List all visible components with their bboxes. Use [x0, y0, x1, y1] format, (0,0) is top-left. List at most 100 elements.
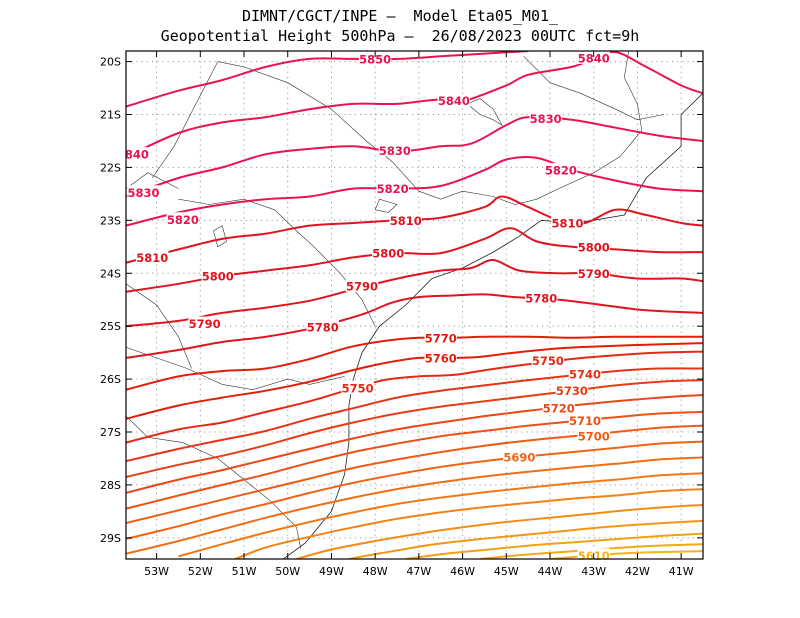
lake-outline: [374, 198, 398, 213]
contour-label: 5790: [346, 279, 378, 293]
x-tick-label: 45W: [494, 565, 519, 578]
contour-5740: [126, 367, 703, 463]
y-tick-label: 28S: [100, 479, 121, 492]
y-tick-label: 25S: [100, 320, 121, 333]
contour-lines: [126, 51, 703, 559]
contour-label: 5780: [525, 292, 557, 306]
contour-label-bg: [389, 213, 422, 227]
contour-5780: [126, 293, 703, 359]
contour-label: 5800: [202, 269, 234, 283]
contour-5650: [296, 504, 703, 559]
plot-frame: [125, 50, 704, 560]
contour-5770: [126, 335, 703, 391]
x-tick-label: 41W: [669, 565, 694, 578]
contour-label: 5690: [503, 450, 535, 464]
x-tick-label: 50W: [275, 565, 300, 578]
contour-label-bg: [568, 413, 602, 427]
contour-label-bg: [424, 350, 457, 364]
coastline: [283, 93, 703, 559]
chart-title-line2: Geopotential Height 500hPa – 26/08/2023 …: [160, 27, 640, 45]
contour-label-bg: [378, 143, 412, 157]
y-tick-label: 22S: [100, 161, 121, 174]
contour-label: 5750: [532, 354, 564, 368]
lake-outline: [213, 225, 227, 248]
x-tick-label: 53W: [144, 565, 169, 578]
x-tick-label: 43W: [581, 565, 606, 578]
contour-label: 5850: [359, 52, 391, 66]
x-tick-label: 46W: [450, 565, 475, 578]
state-border: [178, 198, 376, 327]
contour-label: 5810: [136, 251, 168, 265]
contour-label-bg: [372, 246, 405, 260]
x-tick-label: 44W: [538, 565, 563, 578]
contour-label-bg: [531, 353, 565, 367]
contour-label-bg: [542, 401, 575, 415]
lake-outline: [466, 98, 503, 126]
contour-label-bg: [341, 381, 374, 395]
y-tick-label: 23S: [100, 214, 121, 227]
contour-label-bg: [306, 320, 339, 334]
contour-label-bg: [124, 147, 150, 161]
contour-5690: [126, 440, 703, 540]
contour-labels: 5850 5840 5840 840 5830 5830 5830 5820 5820 5820 5…: [124, 50, 610, 563]
contour-label: 5800: [372, 247, 404, 261]
contour-5680: [126, 456, 703, 555]
contour-label: 5840: [438, 94, 470, 108]
contour-label: 5810: [390, 214, 422, 228]
contour-label-bg: [424, 330, 457, 344]
axes: 53W 52W 51W 50W 49W 48W 47W 46W 45W 44W 43W 42W 41W 2…: [100, 51, 703, 578]
y-tick-label: 21S: [100, 109, 121, 122]
contour-label: 5780: [307, 321, 339, 335]
contour-5750: [126, 350, 703, 444]
contour-5640: [348, 519, 703, 559]
contour-label: 5710: [569, 414, 601, 428]
contour-5760: [126, 342, 703, 420]
x-tick-label: 48W: [363, 565, 388, 578]
state-border: [217, 61, 516, 205]
x-tick-label: 49W: [319, 565, 344, 578]
contour-5720: [126, 394, 703, 494]
y-tick-label: 26S: [100, 373, 121, 386]
contour-label: 5790: [189, 317, 221, 331]
contour-5830: [126, 115, 703, 198]
contour-label: 5730: [556, 384, 588, 398]
contour-label: 840: [125, 148, 149, 162]
contour-label: 5720: [543, 402, 575, 416]
contour-label: 5820: [545, 164, 577, 178]
state-border: [514, 130, 643, 205]
contour-label: 5740: [569, 367, 601, 381]
contour-label-bg: [551, 215, 584, 229]
y-tick-label: 29S: [100, 532, 121, 545]
y-tick-label: 24S: [100, 267, 121, 280]
contour-5670: [178, 472, 703, 558]
state-border: [126, 172, 179, 189]
contour-label: 5760: [425, 351, 457, 365]
contour-label-bg: [544, 163, 578, 177]
contour-label: 5830: [379, 144, 411, 158]
x-tick-label: 47W: [406, 565, 431, 578]
plot-border: [125, 50, 704, 560]
y-tick-label: 27S: [100, 426, 121, 439]
contour-label: 5750: [342, 382, 374, 396]
contour-5710: [126, 410, 703, 510]
contour-label-bg: [555, 383, 589, 397]
contour-5700: [126, 424, 703, 524]
state-border: [126, 283, 192, 369]
contour-label: 5800: [578, 240, 610, 254]
x-tick-label: 51W: [232, 565, 257, 578]
contour-label-bg: [166, 212, 200, 226]
contour-label: 5840: [578, 51, 610, 65]
contour-5820: [126, 156, 703, 227]
x-tick-label: 52W: [188, 565, 213, 578]
contour-label: 5770: [425, 331, 457, 345]
contour-label: 5790: [578, 267, 610, 281]
contour-label-bg: [201, 268, 234, 282]
contour-label: 5820: [377, 182, 409, 196]
state-border: [151, 61, 219, 179]
state-border: [126, 415, 302, 549]
contour-label: 5820: [167, 213, 199, 227]
contour-label: 5810: [551, 216, 583, 230]
x-tick-label: 42W: [625, 565, 650, 578]
